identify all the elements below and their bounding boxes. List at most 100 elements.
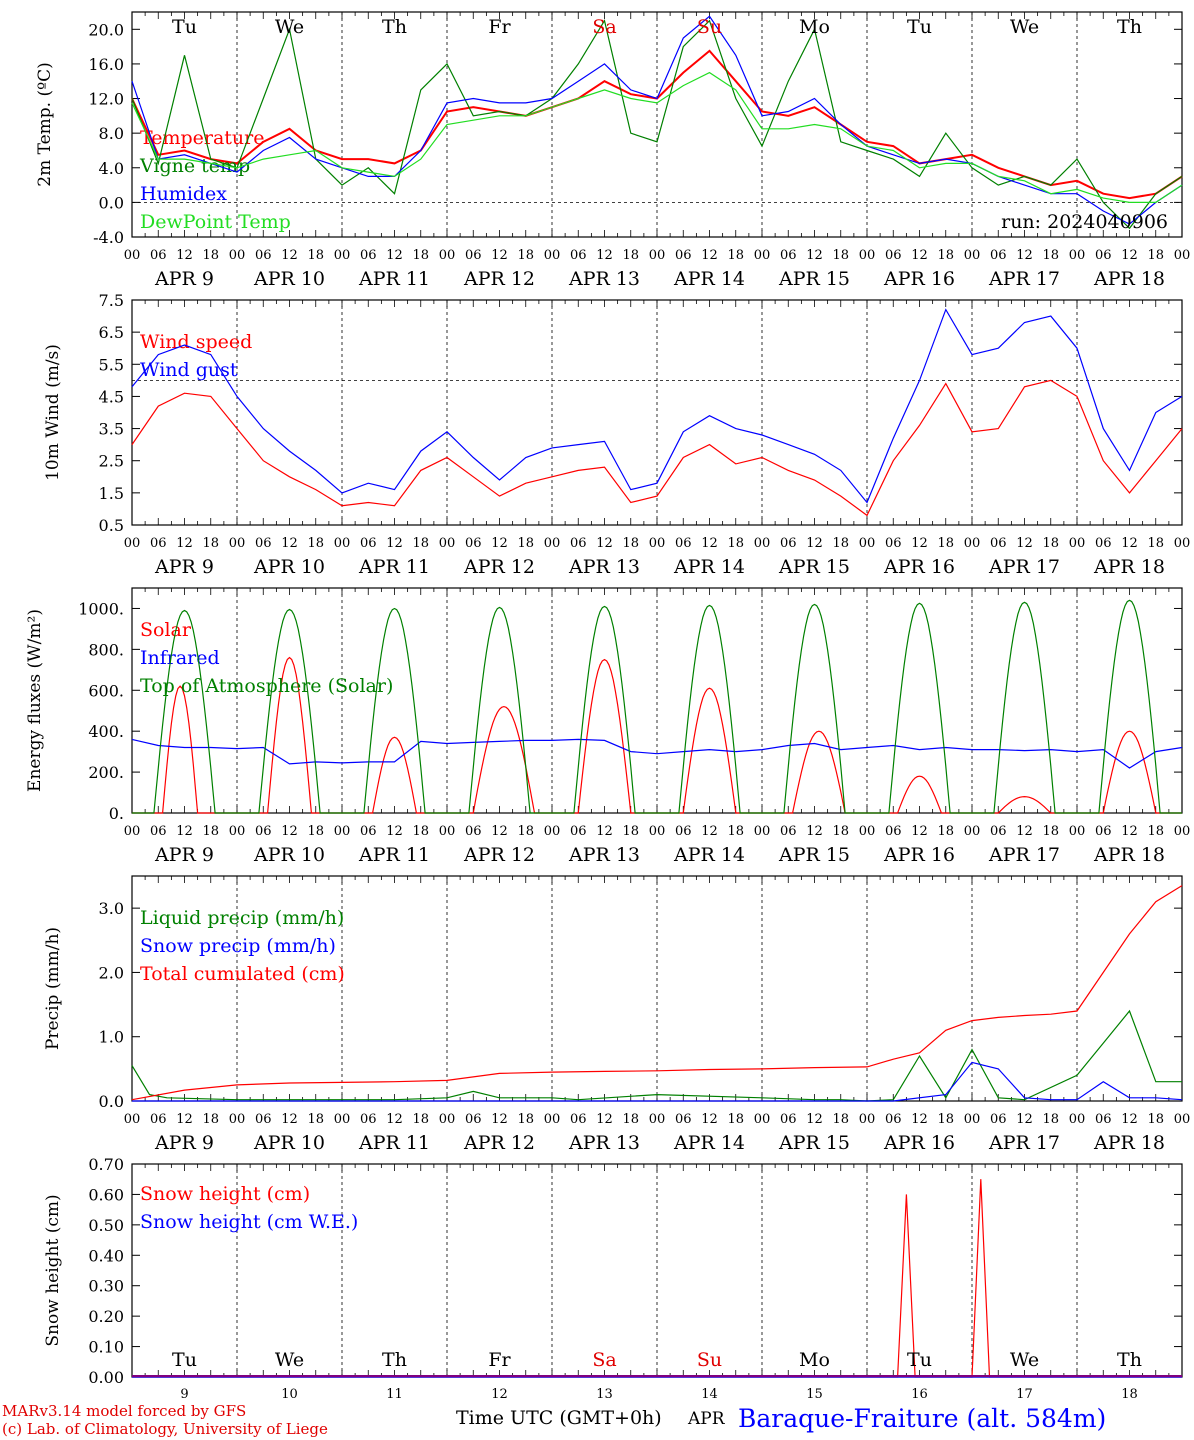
hour-label: 18	[1042, 536, 1059, 551]
hour-label: 18	[937, 824, 954, 839]
hour-label: 00	[439, 824, 456, 839]
hour-label: 12	[1016, 1112, 1033, 1127]
hour-label: 18	[727, 1112, 744, 1127]
hour-label: 06	[675, 536, 692, 551]
panel-energy: 1000. 800. 600. 400. 200. 0. Energy fluxes (W/…	[25, 587, 1191, 866]
hour-label: 06	[360, 1112, 377, 1127]
hour-label: 00	[1174, 248, 1191, 263]
hour-label: 00	[1174, 1112, 1191, 1127]
hour-label: 18	[307, 536, 324, 551]
day-label: Su	[697, 16, 722, 38]
date-label: APR 17	[988, 268, 1060, 290]
day-number: 18	[1121, 1387, 1138, 1402]
date-label: APR 18	[1093, 1132, 1165, 1154]
hour-label: 12	[596, 824, 613, 839]
day-label: Tu	[907, 16, 932, 38]
day-label: Mo	[799, 1349, 830, 1371]
legend-entry: Temperature	[140, 127, 264, 149]
hour-label: 06	[570, 824, 587, 839]
date-label: APR 15	[778, 844, 850, 866]
legend-entry: Humidex	[140, 183, 227, 205]
hour-label: 18	[727, 536, 744, 551]
hour-label: 06	[570, 536, 587, 551]
hour-label: 00	[649, 536, 666, 551]
hour-label: 18	[937, 248, 954, 263]
day-label: Sa	[592, 16, 616, 38]
date-label: APR 14	[673, 556, 745, 578]
date-label: APR 15	[778, 1132, 850, 1154]
hour-label: 00	[964, 1112, 981, 1127]
date-label: APR 12	[463, 844, 535, 866]
date-label: APR 18	[1093, 844, 1165, 866]
hour-label: 06	[255, 248, 272, 263]
y-tick-label: 0.20	[88, 1307, 124, 1326]
hour-label: 12	[176, 248, 193, 263]
hour-label: 06	[150, 824, 167, 839]
hour-label: 12	[386, 248, 403, 263]
hour-label: 00	[229, 1112, 246, 1127]
hour-label: 00	[124, 1112, 141, 1127]
hour-label: 18	[622, 824, 639, 839]
hour-label: 00	[124, 248, 141, 263]
hour-label: 18	[1042, 824, 1059, 839]
date-label: APR 10	[253, 1132, 325, 1154]
hour-label: 18	[1042, 1112, 1059, 1127]
legend-entry: Solar	[140, 619, 192, 641]
y-tick-label: 3.0	[99, 899, 124, 918]
hour-label: 12	[1016, 248, 1033, 263]
hour-label: 18	[517, 536, 534, 551]
y-tick-label: 0.00	[88, 1368, 124, 1387]
legend-entry: Wind gust	[140, 359, 238, 381]
hour-label: 12	[281, 1112, 298, 1127]
day-number: 13	[596, 1387, 613, 1402]
day-number: 14	[701, 1387, 718, 1402]
hour-label: 00	[1174, 824, 1191, 839]
legend-entry: Infrared	[140, 647, 220, 669]
y-tick-label: 3.5	[99, 420, 124, 439]
date-label: APR 14	[673, 268, 745, 290]
plot-frame	[131, 299, 1183, 526]
date-label: APR 18	[1093, 268, 1165, 290]
hour-label: 12	[281, 824, 298, 839]
date-label: APR 11	[358, 268, 430, 290]
day-label: Sa	[592, 1349, 616, 1371]
y-tick-label: 0.60	[88, 1185, 124, 1204]
hour-label: 12	[491, 824, 508, 839]
hour-label: 18	[622, 536, 639, 551]
date-label: APR 12	[463, 268, 535, 290]
hour-label: 12	[806, 248, 823, 263]
date-label: APR 11	[358, 1132, 430, 1154]
series-line-dewpoint-temp	[131, 71, 1183, 203]
hour-label: 12	[911, 248, 928, 263]
date-label: APR 13	[568, 556, 640, 578]
hour-label: 18	[832, 536, 849, 551]
y-tick-label: 8.0	[99, 124, 124, 143]
plot-frame	[131, 587, 1183, 814]
hour-label: 18	[307, 824, 324, 839]
y-tick-label: 600.	[88, 681, 124, 700]
date-label: APR 17	[988, 844, 1060, 866]
date-label: APR 11	[358, 556, 430, 578]
hour-label: 00	[859, 248, 876, 263]
day-number: 10	[281, 1387, 298, 1402]
hour-label: 12	[1121, 536, 1138, 551]
hour-label: 12	[386, 1112, 403, 1127]
y-tick-label: 800.	[88, 640, 124, 659]
y-tick-label: 12.0	[88, 90, 124, 109]
hour-label: 18	[937, 536, 954, 551]
y-tick-label: 0.10	[88, 1338, 124, 1357]
hour-label: 12	[596, 536, 613, 551]
hour-label: 18	[412, 1112, 429, 1127]
hour-label: 06	[360, 248, 377, 263]
run-label: run: 2024040906	[1001, 211, 1168, 233]
y-tick-label: 0.50	[88, 1216, 124, 1235]
hour-label: 00	[229, 248, 246, 263]
series-line-top-of-atmosphere-solar-	[132, 599, 1182, 814]
hour-label: 12	[281, 248, 298, 263]
date-label: APR 16	[883, 556, 955, 578]
hour-label: 00	[439, 1112, 456, 1127]
day-number: 16	[911, 1387, 928, 1402]
hour-label: 12	[911, 1112, 928, 1127]
hour-label: 12	[176, 1112, 193, 1127]
hour-label: 06	[150, 536, 167, 551]
